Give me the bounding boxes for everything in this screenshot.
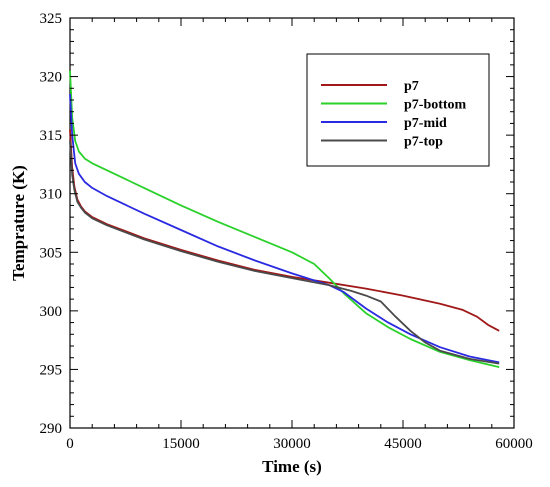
- legend-label-p7: p7: [404, 79, 419, 94]
- series-line-p7: [69, 129, 500, 332]
- series-layer: [69, 70, 500, 368]
- y-axis-title: Temprature (K): [9, 165, 28, 281]
- x-tick-label: 0: [66, 436, 74, 452]
- x-tick-label: 15000: [162, 436, 200, 452]
- y-tick-label: 305: [40, 245, 63, 261]
- legend-box: [306, 53, 490, 167]
- x-axis-title: Time (s): [262, 457, 322, 476]
- y-tick-label: 295: [40, 362, 63, 378]
- series-line-p7-bottom: [69, 70, 500, 368]
- y-tick-label: 325: [40, 11, 63, 27]
- legend-label-p7-bottom: p7-bottom: [404, 98, 467, 113]
- y-tick-label: 290: [40, 421, 63, 437]
- y-tick-label: 320: [40, 70, 63, 86]
- y-tick-labels: 290 295 300 305 310 315 320 325: [40, 11, 63, 437]
- x-tick-label: 30000: [273, 436, 311, 452]
- legend-label-p7-top: p7-top: [404, 135, 443, 150]
- legend: p7 p7-bottom p7-mid p7-top: [306, 53, 490, 167]
- y-tick-label: 315: [40, 128, 63, 144]
- x-tick-label: 60000: [495, 436, 533, 452]
- series-line-p7-mid: [69, 94, 500, 364]
- y-tick-label: 310: [40, 187, 63, 203]
- series-line-p7-top: [69, 140, 500, 365]
- y-tick-label: 300: [40, 304, 63, 320]
- x-tick-labels: 0 15000 30000 45000 60000: [66, 436, 533, 452]
- legend-label-p7-mid: p7-mid: [404, 116, 447, 131]
- x-tick-label: 45000: [384, 436, 422, 452]
- axis-ticks: [69, 17, 515, 429]
